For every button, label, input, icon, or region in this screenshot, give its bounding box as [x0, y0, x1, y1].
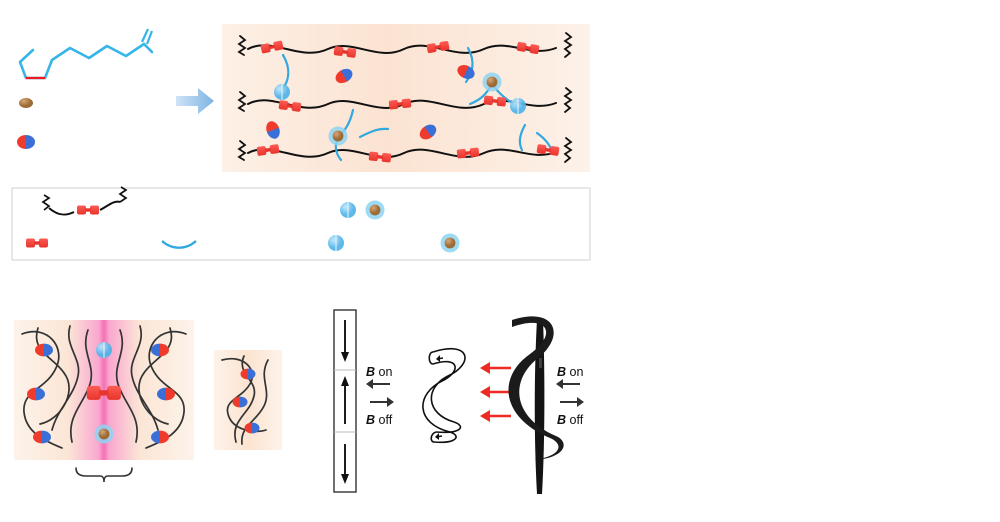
legend-hydrogen-bond-icon	[328, 235, 344, 251]
process-arrow-icon	[176, 88, 214, 114]
key-item-ndfeb-particle	[17, 135, 35, 149]
panel-b-graphic	[14, 320, 282, 483]
state-label-off-2: B off	[557, 413, 584, 427]
panel-b	[0, 272, 300, 522]
rheology-chart	[598, 0, 1000, 272]
adhesion-chart	[598, 272, 1000, 522]
panel-d	[598, 0, 1000, 272]
photo-straight-strip	[534, 320, 545, 494]
legend-coordination-bond-icon	[440, 233, 460, 253]
state-label-on-2: B on	[557, 365, 583, 379]
state-label-on-1: B on	[366, 365, 392, 379]
panel-a-graphic	[11, 24, 591, 261]
panel-a	[0, 0, 600, 270]
legend-dangling-chain-icon	[161, 240, 197, 249]
panel-c: B on B off	[296, 272, 596, 522]
panel-c-graphic: B on B off	[333, 309, 584, 494]
panel-c-photo-scurve	[500, 300, 610, 490]
key-item-ferric-ion	[19, 98, 33, 108]
state-label-off-1: B off	[366, 413, 393, 427]
legend-backbone-icon	[41, 186, 128, 216]
panel-e	[598, 272, 1000, 522]
